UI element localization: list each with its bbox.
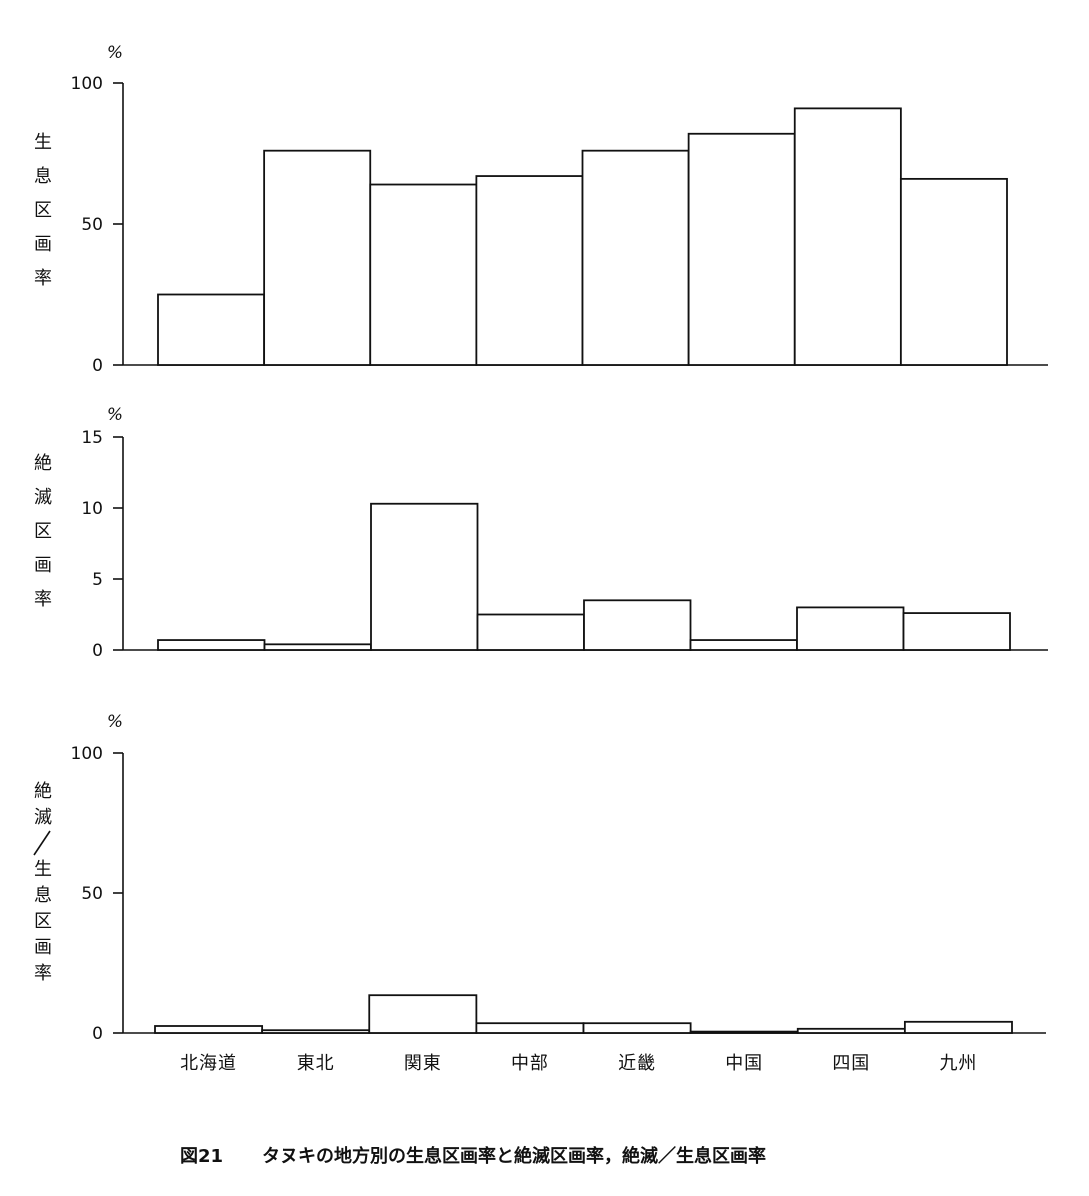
category-label: 関東 <box>404 1053 442 1074</box>
y-title-char: 区 <box>34 521 52 542</box>
bar-3-九州 <box>903 1020 1013 1034</box>
bar-2-近畿 <box>583 599 692 651</box>
bar-3-中部 <box>475 1022 585 1034</box>
y-tick-label: 50 <box>81 215 103 235</box>
bar-1-東北 <box>263 149 372 366</box>
y-title-char: 生 <box>34 132 52 153</box>
category-label: 中部 <box>511 1053 549 1074</box>
category-label: 東北 <box>297 1053 335 1074</box>
category-label: 四国 <box>832 1053 870 1074</box>
bar-3-中国 <box>689 1030 799 1034</box>
bar-1-近畿 <box>581 149 690 366</box>
y-title-char: 画 <box>34 937 52 958</box>
bar-2-九州 <box>902 612 1011 651</box>
y-tick-label: 5 <box>92 570 103 590</box>
figure-caption-text: タヌキの地方別の生息区画率と絶滅区画率，絶滅／生息区画率 <box>262 1145 766 1167</box>
y-title-char: 絶 <box>34 453 52 474</box>
y-tick-label: 10 <box>81 499 103 519</box>
category-label: 近畿 <box>618 1053 656 1074</box>
figure-caption-label: 図21 <box>180 1146 223 1167</box>
y-tick-label: 50 <box>81 884 103 904</box>
y-unit-label: % <box>107 405 123 425</box>
y-title-char: 絶 <box>34 781 52 802</box>
y-title-char: 区 <box>34 200 52 221</box>
y-title-char: 率 <box>34 963 52 984</box>
bar-3-北海道 <box>154 1025 264 1034</box>
category-label: 中国 <box>725 1053 763 1074</box>
bar-1-中国 <box>687 132 796 366</box>
y-title-slash <box>33 830 51 856</box>
y-title-char: 画 <box>34 555 52 576</box>
y-tick-label: 15 <box>81 428 103 448</box>
y-title-char: 息 <box>34 166 52 187</box>
y-tick-label: 100 <box>71 74 103 94</box>
bar-3-関東 <box>368 994 478 1034</box>
y-tick-label: 0 <box>92 641 103 661</box>
y-title-char: 率 <box>34 589 52 610</box>
bar-2-東北 <box>263 643 372 651</box>
bar-2-関東 <box>370 502 479 651</box>
y-tick-label: 0 <box>92 1024 103 1044</box>
bar-1-関東 <box>369 183 478 366</box>
bar-2-北海道 <box>157 639 266 651</box>
category-label: 北海道 <box>180 1053 237 1074</box>
y-tick-label: 100 <box>71 744 103 764</box>
y-title-char: 率 <box>34 268 52 289</box>
bar-3-東北 <box>261 1029 371 1034</box>
bar-2-中国 <box>689 639 798 651</box>
y-title-char: 区 <box>34 911 52 932</box>
bar-1-九州 <box>899 177 1008 366</box>
bar-3-近畿 <box>582 1022 692 1034</box>
bar-2-中部 <box>476 613 585 651</box>
y-title-char: 画 <box>34 234 52 255</box>
y-title-char: 生 <box>34 859 52 880</box>
bar-3-四国 <box>796 1027 906 1034</box>
y-unit-label: % <box>107 712 123 732</box>
bar-2-四国 <box>796 606 905 651</box>
y-tick-label: 0 <box>92 356 103 376</box>
category-label: 九州 <box>939 1053 977 1074</box>
y-title-char: 息 <box>34 885 52 906</box>
y-title-char: 滅 <box>34 807 52 828</box>
bar-1-四国 <box>793 107 902 366</box>
bar-1-中部 <box>475 175 584 366</box>
bar-1-北海道 <box>157 293 266 366</box>
y-unit-label: % <box>107 43 123 63</box>
y-title-char: 滅 <box>34 487 52 508</box>
